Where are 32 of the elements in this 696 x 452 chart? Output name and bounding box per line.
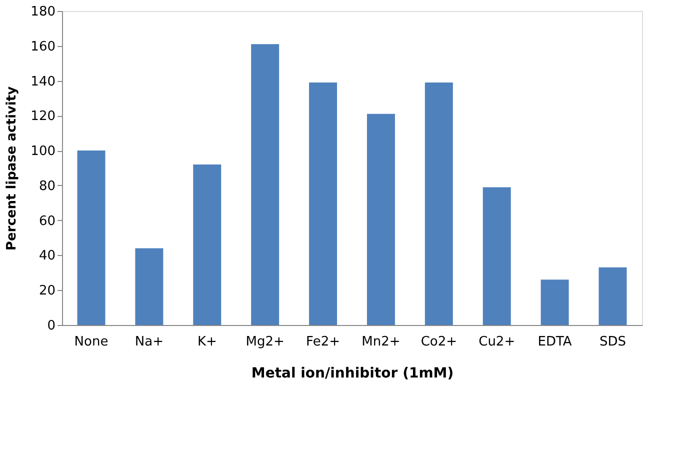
bar [77,150,106,325]
bar [424,82,453,325]
x-tick-label: Na+ [134,334,164,350]
y-tick-label: 100 [30,144,56,160]
y-tick-label: 60 [38,214,56,229]
y-tick-label: 160 [30,39,56,54]
y-tick-label: 120 [30,109,56,124]
y-axis-title: Percent lipase activity [4,86,20,251]
x-tick-label: K+ [197,334,217,350]
y-tick-label: 80 [38,178,56,194]
x-tick-label: Mg2+ [246,334,284,350]
y-tick-label: 40 [38,248,56,264]
x-axis-title: Metal ion/inhibitor (1mM) [251,366,454,382]
x-tick-label: Fe2+ [306,334,340,350]
x-tick-label: EDTA [538,334,572,350]
y-tick-label: 20 [38,284,56,299]
x-tick-label: SDS [599,334,626,350]
bar [309,82,338,325]
bar [366,114,395,325]
bar [193,164,222,325]
y-tick-label: 0 [47,318,56,334]
y-tick-label: 140 [30,74,56,90]
bar [482,187,511,325]
x-tick-label: Cu2+ [478,334,516,350]
bar [251,44,280,325]
bar [540,280,569,325]
x-tick-label: None [74,334,108,350]
x-tick-label: Co2+ [420,334,458,350]
bar [135,248,164,325]
y-tick-label: 180 [30,4,56,20]
bar [598,267,627,325]
x-tick-label: Mn2+ [362,334,400,350]
